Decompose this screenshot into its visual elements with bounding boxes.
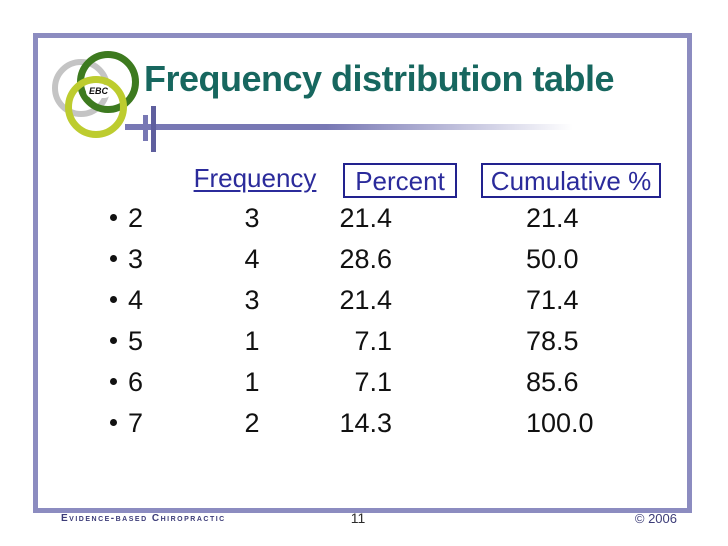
accent-tick-short (143, 115, 148, 141)
bullet-icon (110, 214, 117, 222)
value-cell: 4 (110, 280, 190, 321)
percent-cell: 21.4 (339, 285, 392, 315)
table-header-row: Frequency Percent Cumulative % (0, 162, 728, 198)
cumulative-cell: 85.6 (526, 367, 579, 397)
value-text: 5 (128, 326, 144, 356)
frequency-cell: 4 (244, 244, 260, 274)
value-cell: 5 (110, 321, 190, 362)
column-header-frequency: Frequency (193, 163, 317, 193)
percent-cell: 7.1 (354, 367, 392, 397)
value-text: 7 (128, 408, 144, 438)
bullet-icon (110, 419, 117, 427)
bullet-icon (110, 337, 117, 345)
bullet-icon (110, 378, 117, 386)
logo-circle-yellow-icon (65, 76, 127, 138)
percent-cell: 14.3 (339, 408, 392, 438)
percent-cell: 28.6 (339, 244, 392, 274)
logo-text: EBC (86, 85, 112, 98)
frequency-cell: 2 (244, 408, 260, 438)
cumulative-cell: 50.0 (526, 244, 579, 274)
cumulative-cell: 100.0 (526, 408, 594, 438)
column-header-percent: Percent (343, 163, 457, 198)
table-row: 4 3 21.4 71.4 (0, 280, 728, 321)
value-cell: 3 (110, 239, 190, 280)
value-text: 4 (128, 285, 144, 315)
table-row: 5 1 7.1 78.5 (0, 321, 728, 362)
cumulative-cell: 21.4 (526, 203, 579, 233)
frequency-cell: 1 (244, 326, 260, 356)
cumulative-cell: 78.5 (526, 326, 579, 356)
bullet-icon (110, 255, 117, 263)
column-header-cumulative: Cumulative % (481, 163, 661, 198)
copyright: © 2006 (634, 511, 677, 526)
value-text: 2 (128, 203, 144, 233)
percent-cell: 21.4 (339, 203, 392, 233)
value-cell: 6 (110, 362, 190, 403)
table-row: 6 1 7.1 85.6 (0, 362, 728, 403)
percent-cell: 7.1 (354, 326, 392, 356)
accent-line (125, 124, 573, 130)
frequency-cell: 3 (244, 285, 260, 315)
bullet-icon (110, 296, 117, 304)
page-number: 11 (350, 510, 366, 526)
table-row: 2 3 21.4 21.4 (0, 198, 728, 239)
table-row: 3 4 28.6 50.0 (0, 239, 728, 280)
slide-border-frame (33, 33, 692, 513)
accent-tick-tall (151, 106, 156, 152)
cumulative-cell: 71.4 (526, 285, 579, 315)
slide-title: Frequency distribution table (144, 58, 615, 99)
value-text: 3 (128, 244, 144, 274)
frequency-cell: 3 (244, 203, 260, 233)
table-row: 7 2 14.3 100.0 (0, 403, 728, 444)
footer-organization: Evidence-based Chiropractic (61, 513, 226, 524)
value-cell: 7 (110, 403, 190, 444)
frequency-cell: 1 (244, 367, 260, 397)
value-cell: 2 (110, 198, 190, 239)
value-text: 6 (128, 367, 144, 397)
